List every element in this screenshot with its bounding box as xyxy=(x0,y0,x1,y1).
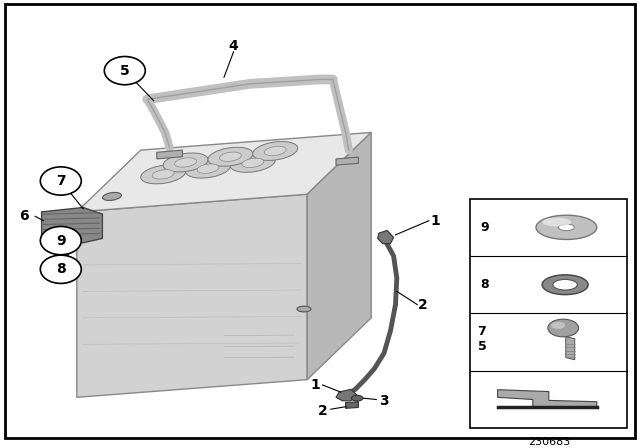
Ellipse shape xyxy=(297,306,311,312)
Polygon shape xyxy=(307,133,371,379)
Ellipse shape xyxy=(220,152,241,161)
Ellipse shape xyxy=(558,224,575,231)
Polygon shape xyxy=(336,389,357,401)
Circle shape xyxy=(40,167,81,195)
Polygon shape xyxy=(566,337,575,360)
Ellipse shape xyxy=(536,215,596,240)
Text: 6: 6 xyxy=(19,209,29,223)
Text: 7: 7 xyxy=(477,325,486,338)
Text: 2: 2 xyxy=(417,297,428,312)
Text: 3: 3 xyxy=(379,394,389,408)
Text: 230683: 230683 xyxy=(527,437,570,447)
Text: 5: 5 xyxy=(477,340,486,353)
Text: 7: 7 xyxy=(56,174,66,188)
Ellipse shape xyxy=(102,193,122,200)
Ellipse shape xyxy=(152,170,174,179)
Polygon shape xyxy=(378,230,394,244)
Circle shape xyxy=(40,255,81,284)
Text: 9: 9 xyxy=(56,233,66,248)
Ellipse shape xyxy=(264,146,286,156)
Polygon shape xyxy=(336,157,358,165)
Ellipse shape xyxy=(163,153,208,172)
Ellipse shape xyxy=(548,319,579,337)
Text: 5: 5 xyxy=(120,64,130,78)
Text: 8: 8 xyxy=(56,262,66,276)
Ellipse shape xyxy=(242,158,264,168)
Polygon shape xyxy=(42,207,102,243)
Ellipse shape xyxy=(543,218,571,226)
Ellipse shape xyxy=(351,395,363,401)
Ellipse shape xyxy=(141,165,186,184)
Ellipse shape xyxy=(253,142,298,160)
Ellipse shape xyxy=(197,164,219,173)
Ellipse shape xyxy=(175,158,196,167)
Ellipse shape xyxy=(542,275,588,295)
Polygon shape xyxy=(346,402,358,408)
Ellipse shape xyxy=(186,159,230,178)
Text: 2: 2 xyxy=(318,404,328,418)
FancyBboxPatch shape xyxy=(5,4,635,438)
Polygon shape xyxy=(157,150,182,159)
Ellipse shape xyxy=(230,153,275,172)
Text: 1: 1 xyxy=(430,214,440,228)
Circle shape xyxy=(104,56,145,85)
Polygon shape xyxy=(77,194,307,397)
Text: 4: 4 xyxy=(228,39,239,53)
Ellipse shape xyxy=(551,322,565,329)
Polygon shape xyxy=(77,133,371,212)
Circle shape xyxy=(40,226,81,255)
Polygon shape xyxy=(498,390,596,408)
Text: 9: 9 xyxy=(480,221,489,234)
Ellipse shape xyxy=(553,280,577,290)
Ellipse shape xyxy=(208,147,253,166)
FancyBboxPatch shape xyxy=(470,198,627,428)
Text: 1: 1 xyxy=(310,378,320,392)
Text: 8: 8 xyxy=(480,278,489,291)
